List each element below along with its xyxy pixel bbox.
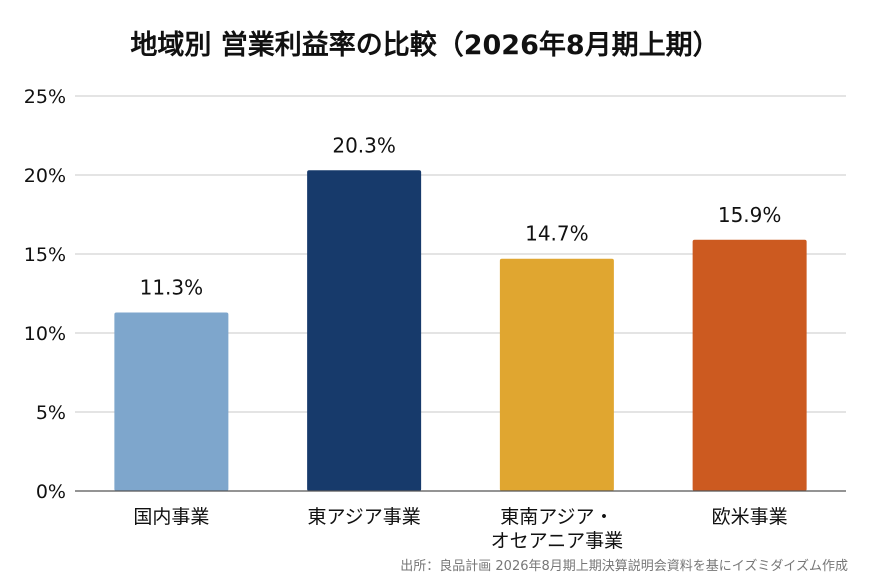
y-tick-label: 5% — [36, 402, 66, 424]
category-label-line: 東南アジア・ — [500, 506, 613, 528]
y-tick-label: 10% — [24, 323, 66, 345]
category-label-line: 東アジア事業 — [308, 506, 421, 528]
category-label-line: 欧米事業 — [712, 506, 788, 528]
data-label: 20.3% — [332, 133, 396, 157]
bar — [114, 312, 229, 491]
category-label: 欧米事業 — [712, 506, 788, 528]
category-label: 東南アジア・オセアニア事業 — [491, 506, 624, 552]
source-note: 出所：良品計画 2026年8月期上期決算説明会資料を基にイズミダイズム作成 — [400, 558, 848, 574]
data-labels: 11.3% 20.3% 14.7% 15.9% — [140, 133, 782, 299]
category-label: 東アジア事業 — [308, 506, 421, 528]
bar — [499, 258, 614, 491]
data-label: 11.3% — [140, 275, 204, 299]
y-tick-label: 15% — [24, 244, 66, 266]
y-tick-label: 0% — [36, 481, 66, 503]
y-tick-label: 25% — [24, 86, 66, 108]
y-tick-label: 20% — [24, 165, 66, 187]
category-label-line: 国内事業 — [133, 506, 209, 528]
category-labels: 国内事業 東アジア事業 東南アジア・オセアニア事業 欧米事業 — [133, 506, 787, 552]
data-label: 15.9% — [718, 203, 782, 227]
category-label-line: オセアニア事業 — [491, 530, 624, 552]
bar — [307, 170, 422, 491]
chart-title: 地域別 営業利益率の比較（2026年8月期上期） — [130, 29, 719, 61]
bars — [114, 170, 807, 491]
data-label: 14.7% — [525, 222, 589, 246]
y-axis-ticks: 0% 5% 10% 15% 20% 25% — [24, 86, 66, 503]
bar — [692, 239, 807, 491]
category-label: 国内事業 — [133, 506, 209, 528]
